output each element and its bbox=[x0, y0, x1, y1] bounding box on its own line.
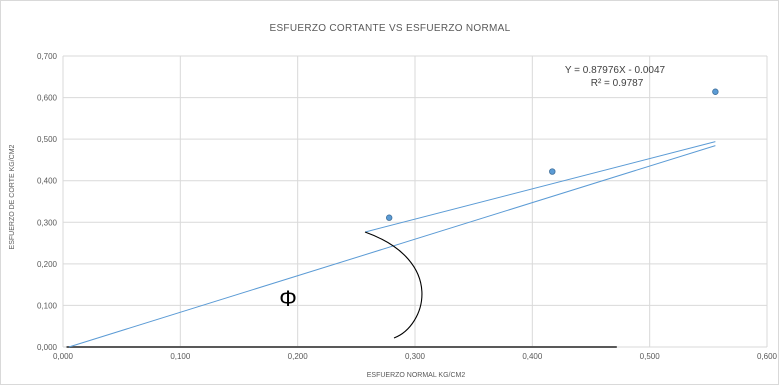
y-tick-label: 0,200 bbox=[37, 260, 58, 269]
phi-label: Φ bbox=[279, 286, 297, 311]
data-point bbox=[385, 214, 393, 221]
equation-label: Y = 0.87976X - 0.0047 bbox=[565, 65, 666, 76]
angle-arc bbox=[364, 231, 423, 339]
x-tick-label: 0,300 bbox=[405, 352, 426, 361]
grid-lines bbox=[62, 55, 768, 347]
chart-title: ESFUERZO CORTANTE VS ESFUERZO NORMAL bbox=[269, 23, 510, 34]
y-tick-label: 0,600 bbox=[37, 94, 58, 103]
y-tick-label: 0,400 bbox=[37, 177, 58, 186]
x-tick-label: 0,600 bbox=[757, 352, 778, 361]
y-tick-label: 0,000 bbox=[37, 343, 58, 352]
x-tick-label: 0,400 bbox=[522, 352, 543, 361]
x-axis-label: ESFUERZO NORMAL KG/CM2 bbox=[367, 372, 466, 379]
x-tick-label: 0,200 bbox=[288, 352, 309, 361]
x-tick-label: 0,100 bbox=[170, 352, 191, 361]
x-tick-label: 0,000 bbox=[53, 352, 74, 361]
y-tick-label: 0,700 bbox=[37, 52, 58, 61]
x-tick-label: 0,500 bbox=[640, 352, 661, 361]
y-tick-label: 0,100 bbox=[37, 301, 58, 310]
trendline bbox=[68, 145, 716, 348]
y-axis-label: ESFUERZO DE CORTE KG/CM2 bbox=[9, 144, 16, 249]
y-tick-label: 0,500 bbox=[37, 135, 58, 144]
data-point bbox=[712, 88, 719, 95]
y-tick-label: 0,300 bbox=[37, 218, 58, 227]
trendline-secondary bbox=[365, 141, 716, 233]
r2-label: R² = 0.9787 bbox=[591, 78, 644, 89]
data-point bbox=[549, 168, 556, 175]
